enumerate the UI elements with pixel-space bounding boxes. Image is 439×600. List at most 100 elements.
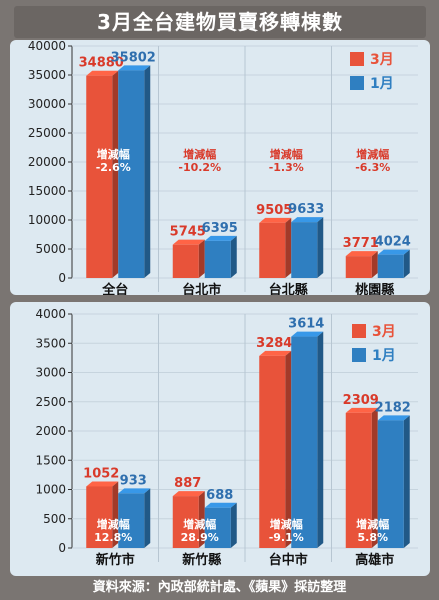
- data-label: 2309: [343, 393, 379, 408]
- data-label: 34880: [79, 56, 124, 71]
- bar-jan-0-side: [144, 65, 151, 278]
- bar-jan-3: [377, 254, 404, 278]
- change-heading: 增減幅: [183, 517, 216, 531]
- bar-jan-1-top: [204, 235, 237, 241]
- bar-mar-2: [259, 355, 286, 548]
- change-value: 28.9%: [181, 531, 219, 544]
- legend-label: 3月: [370, 52, 394, 68]
- legend-swatch: [352, 324, 366, 338]
- bar-mar-1-side: [198, 239, 205, 278]
- bar-mar-1-side: [198, 491, 205, 548]
- category-label: 全台: [101, 282, 128, 295]
- y-tick-label: 35000: [28, 68, 66, 82]
- bar-jan-2-side: [317, 217, 324, 278]
- category-label: 台中市: [269, 552, 308, 568]
- bar-mar-3: [345, 412, 372, 548]
- y-tick-label: 0: [58, 271, 66, 285]
- category-label: 桃園縣: [355, 282, 394, 295]
- y-tick-label: 20000: [28, 155, 66, 169]
- bar-jan-2-top: [291, 217, 324, 223]
- change-heading: 增減幅: [356, 147, 389, 161]
- data-label: 933: [120, 473, 147, 488]
- data-label: 6395: [202, 221, 238, 236]
- category-label: 新竹市: [96, 552, 135, 568]
- y-tick-label: 40000: [28, 40, 66, 53]
- chart-title: 3月全台建物買賣移轉棟數: [97, 10, 343, 34]
- legend-swatch: [350, 52, 364, 66]
- bar-mar-3-side: [371, 251, 378, 278]
- data-label: 3771: [343, 236, 379, 251]
- change-value: -2.6%: [96, 161, 131, 174]
- y-tick-label: 5000: [35, 242, 66, 256]
- bar-jan-0: [118, 493, 145, 548]
- bar-jan-3-top: [377, 415, 410, 421]
- bar-jan-2-top: [291, 331, 324, 337]
- y-tick-label: 15000: [28, 184, 66, 198]
- legend-swatch: [352, 348, 366, 362]
- category-label: 台北縣: [269, 282, 308, 295]
- bar-jan-3: [377, 420, 404, 548]
- data-label: 4024: [375, 235, 411, 250]
- y-tick-label: 500: [43, 512, 66, 526]
- bar-jan-3-side: [403, 249, 410, 278]
- category-label: 高雄市: [355, 552, 394, 568]
- y-tick-label: 10000: [28, 213, 66, 227]
- y-tick-label: 30000: [28, 97, 66, 111]
- y-tick-label: 4000: [35, 307, 66, 321]
- change-value: -6.3%: [355, 161, 390, 174]
- y-tick-label: 1000: [35, 483, 66, 497]
- bar-jan-3-top: [377, 249, 410, 255]
- bar-jan-1: [204, 240, 231, 278]
- change-value: 5.8%: [357, 531, 388, 544]
- legend-label: 1月: [370, 76, 394, 92]
- title-bar: 3月全台建物買賣移轉棟數: [14, 6, 426, 38]
- bar-mar-1-top: [172, 491, 205, 497]
- bar-jan-2-side: [317, 331, 324, 548]
- bar-mar-2-side: [285, 217, 292, 278]
- bar-mar-2: [259, 222, 286, 278]
- bar-jan-1-side: [230, 235, 237, 278]
- data-label: 3284: [256, 336, 292, 351]
- change-value: -10.2%: [178, 161, 221, 174]
- change-heading: 增減幅: [270, 517, 303, 531]
- chart-panel-top: 0 5000 10000 15000 20000 25000 30000 35000 40000…: [10, 40, 430, 295]
- change-heading: 增減幅: [356, 517, 389, 531]
- change-heading: 增減幅: [97, 147, 130, 161]
- chart-top: 0 5000 10000 15000 20000 25000 30000 35000 40000…: [28, 40, 418, 295]
- bar-mar-0-top: [86, 70, 119, 76]
- bar-mar-3-side: [371, 407, 378, 548]
- bar-mar-0: [86, 486, 113, 548]
- chart-panel-bottom: 0 500 1000 1500 2000 2500 3000 3500 4000 1052 933 新…: [10, 302, 430, 576]
- bar-mar-3-top: [345, 407, 378, 413]
- legend-swatch: [350, 76, 364, 90]
- y-tick-label: 3000: [35, 366, 66, 380]
- legend-label: 1月: [372, 348, 396, 364]
- bar-jan-2: [291, 336, 318, 548]
- y-tick-label: 2500: [35, 395, 66, 409]
- data-label: 5745: [170, 225, 206, 240]
- data-label: 9633: [288, 202, 324, 217]
- bar-mar-1: [172, 244, 199, 278]
- data-label: 1052: [83, 466, 119, 481]
- change-heading: 增減幅: [270, 147, 303, 161]
- bar-mar-3: [345, 256, 372, 278]
- y-tick-label: 2000: [35, 424, 66, 438]
- bar-mar-3-top: [345, 251, 378, 257]
- bar-jan-3-side: [403, 415, 410, 548]
- data-label: 2182: [375, 400, 411, 415]
- bar-mar-2-top: [259, 217, 292, 223]
- bar-jan-1: [204, 507, 231, 548]
- bar-mar-0-side: [112, 70, 119, 278]
- change-heading: 增減幅: [183, 147, 216, 161]
- change-value: -9.1%: [269, 531, 304, 544]
- legend-label: 3月: [372, 324, 396, 340]
- bar-mar-0-top: [86, 481, 119, 487]
- bar-mar-1: [172, 496, 199, 548]
- bar-jan-0: [118, 70, 145, 278]
- bar-mar-1-top: [172, 239, 205, 245]
- change-heading: 增減幅: [97, 517, 130, 531]
- y-tick-label: 3500: [35, 336, 66, 350]
- data-label: 3614: [288, 317, 324, 332]
- category-label: 台北市: [182, 282, 221, 295]
